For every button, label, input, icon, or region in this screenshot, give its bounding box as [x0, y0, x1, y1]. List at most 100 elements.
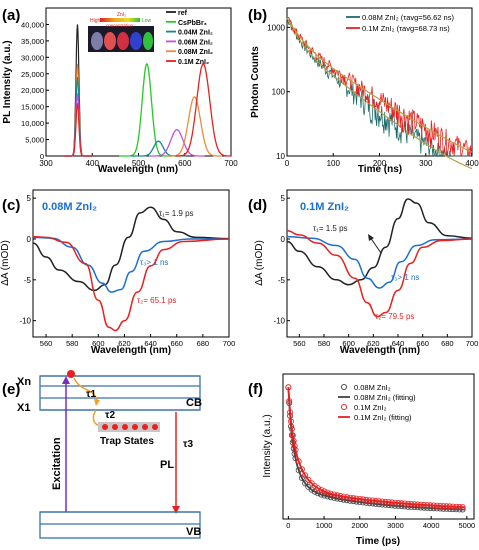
x-tick-label-a-4: 700: [224, 159, 238, 168]
tau1-path: [73, 377, 98, 403]
series-line-d-0: [286, 198, 473, 286]
marker-f-1-16: [318, 486, 325, 493]
x-tick-label-c-4: 640: [144, 339, 157, 348]
vial-2: [104, 32, 116, 50]
panel-letter-a: (a): [2, 7, 20, 24]
panel-letter-d: (d): [248, 197, 267, 214]
fit-line-b-1: [286, 17, 473, 153]
trap-dot-5: [152, 424, 158, 430]
y-tick-label-a-5: 25,000: [21, 70, 44, 79]
legend-label-f-0: 0.08M ZnI₂: [354, 383, 391, 392]
x-tick-label-d-7: 700: [466, 339, 479, 348]
marker-f-1-10: [298, 466, 305, 473]
panel-f: (f) 0 1000 2000 3000 4000 5000 0.08M ZnI₂0.08…: [248, 373, 475, 547]
x-tick-label-b-3: 300: [419, 159, 433, 168]
y-tick-label-a-6: 30,000: [21, 53, 44, 62]
pl-arrowhead: [172, 506, 180, 514]
y-tick-label-d-3: 5: [281, 194, 286, 203]
y-tick-label-d-2: 0: [281, 235, 286, 244]
x-axis-label-c: Wavelength (nm): [91, 345, 171, 356]
tau3-label: τ3: [183, 439, 193, 450]
x-axis-label-d: Wavelength (nm): [340, 345, 420, 356]
trap-dot-2: [122, 424, 128, 430]
tau1-arrowhead: [94, 399, 100, 406]
x-axis-label-a: Wavelength (nm): [98, 164, 178, 175]
trap-dot-3: [132, 424, 138, 430]
marker-f-0-11: [302, 480, 309, 487]
excitation-arrowhead: [62, 376, 70, 384]
y-axis-label-d: ΔA (mOD): [254, 240, 265, 286]
panel-b: (b) 0 100 200 300 400 10 100 1000 0.08M ZnI₂ (τ…: [248, 7, 479, 175]
x-tick-label-b-2: 200: [373, 159, 387, 168]
x-tick-label-d-5: 660: [416, 339, 429, 348]
x-tick-label-a-3: 600: [178, 159, 192, 168]
marker-f-0-13: [308, 486, 315, 493]
legend-label-b-0: 0.08M ZnI₂ (τavg=56.62 ns): [362, 13, 454, 22]
legend-label-f-2: 0.1M ZnI₂: [354, 403, 387, 412]
axis-ticks-a: 300 400 500 600 700 0 5,000 10,000 15,000 20,000 2…: [21, 20, 238, 168]
tau1-label: τ1: [86, 389, 96, 400]
x-tick-label-d-3: 620: [367, 339, 380, 348]
x-tick-label-f-3: 3000: [387, 521, 404, 530]
legend-label-f-3: 0.1M ZnI₂ (fitting): [354, 413, 412, 422]
legend-b: 0.08M ZnI₂ (τavg=56.62 ns) 0.1M ZnI₂ (τav…: [346, 13, 454, 33]
inset-znI2-label: ZnI₂: [117, 12, 126, 18]
x-tick-label-c-3: 620: [118, 339, 131, 348]
legend-swatch-f-0: [340, 383, 348, 391]
series-line-c-2: [32, 235, 230, 332]
x1-label: X1: [17, 402, 30, 414]
legend-label-b-1: 0.1M ZnI₂ (τavg=68.73 ns): [362, 24, 450, 33]
series-line-b-1: [286, 16, 472, 157]
arrow-tau1-d: [369, 236, 382, 254]
legend-label-a-1: CsPbBr₃: [178, 20, 207, 27]
panel-d: (d) 0.1M ZnI₂ 560 580 600 620 640 660 680 700 -1…: [248, 189, 478, 356]
x-tick-label-d-2: 600: [342, 339, 355, 348]
trap-dot-0: [102, 424, 108, 430]
series-line-a-5: [175, 63, 231, 157]
series-line-a-4: [166, 96, 223, 157]
cb-box: [39, 375, 201, 411]
annotation-tau3-d: τ₃> 1 ns: [391, 273, 419, 282]
x-tick-label-d-6: 680: [441, 339, 454, 348]
excitation-label: Excitation: [51, 437, 63, 490]
y-tick-label-c-1: -5: [24, 276, 32, 285]
trap-dot-4: [142, 424, 148, 430]
marker-f-0-14: [311, 488, 318, 495]
plot-frame-c: [32, 189, 230, 338]
x-tick-label-c-6: 680: [197, 339, 210, 348]
panel-letter-b: (b): [248, 7, 267, 24]
tau2-label: τ2: [105, 410, 115, 421]
y-tick-label-d-1: -5: [278, 276, 286, 285]
y-tick-label-b-2: 1000: [267, 23, 285, 32]
x-tick-label-a-2: 500: [132, 159, 146, 168]
y-axis-label-c: ΔA (mOD): [0, 240, 11, 286]
marker-f-1-12: [305, 476, 312, 483]
pl-label: PL: [160, 459, 174, 471]
vial-1: [91, 32, 103, 50]
panel-letter-c: (c): [2, 197, 20, 214]
arrowhead-tau1-d: [368, 234, 374, 241]
axis-ticks-d: 560 580 600 620 640 660 680 700 -10 -5 0 5: [273, 194, 478, 348]
annotation-tau2-d: τ₂= 79.5 ps: [375, 312, 414, 321]
title-c: 0.08M ZnI₂: [42, 201, 97, 213]
x-tick-label-f-0: 0: [286, 521, 290, 530]
x-tick-label-d-1: 580: [318, 339, 331, 348]
series-group-f: [285, 384, 466, 513]
y-tick-label-c-3: 5: [27, 194, 32, 203]
panel-e: (e) Xn X1 CB τ1 τ2 Trap States τ3 PL Exc…: [2, 370, 202, 539]
plot-frame-d: [286, 189, 473, 338]
inset-caption: concentration: [106, 23, 134, 28]
series-group-d: [286, 198, 473, 318]
legend-swatch-f-2: [340, 403, 348, 411]
legend-label-f-1: 0.08M ZnI₂ (fitting): [354, 393, 416, 402]
series-line-a-3: [149, 129, 205, 157]
vial-4: [130, 32, 142, 50]
y-tick-label-b-0: 10: [276, 152, 285, 161]
title-d: 0.1M ZnI₂: [300, 201, 349, 213]
x-tick-label-d-0: 560: [293, 339, 306, 348]
y-axis-label-b: Photon Counts: [250, 46, 261, 118]
gradient-bar: [100, 18, 140, 22]
legend-label-a-4: 0.08M ZnI₂: [178, 49, 213, 56]
panel-letter-e: (e): [2, 381, 20, 398]
x-tick-label-b-0: 0: [285, 159, 290, 168]
